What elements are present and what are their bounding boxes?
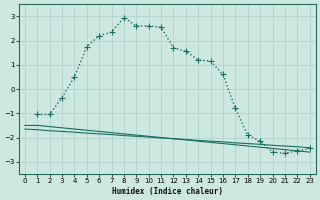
X-axis label: Humidex (Indice chaleur): Humidex (Indice chaleur) — [112, 187, 223, 196]
